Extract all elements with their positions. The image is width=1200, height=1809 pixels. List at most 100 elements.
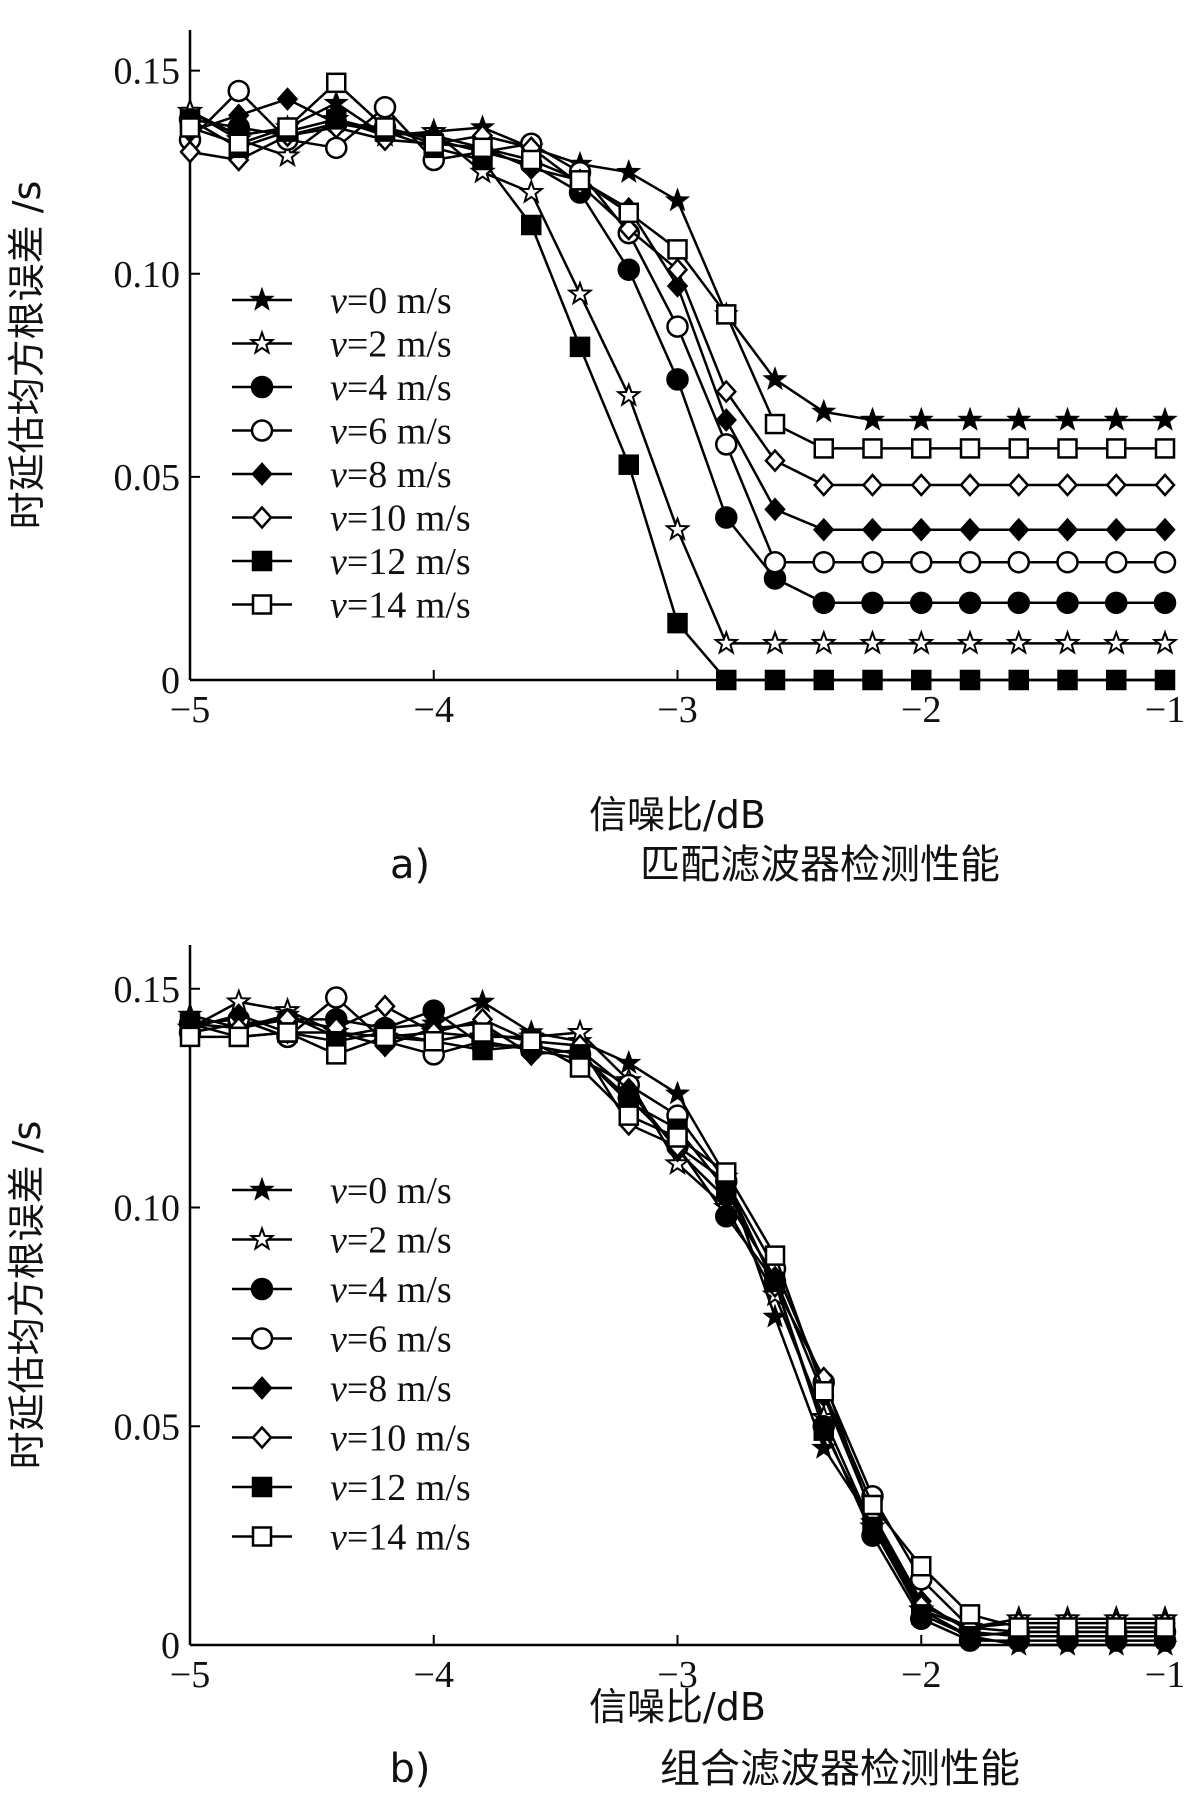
- chart-a-data-point: [1008, 438, 1029, 459]
- chart-b-data-point: [277, 1022, 298, 1043]
- chart-a-data-point: [1008, 669, 1029, 691]
- chart-b-data-point: [326, 1044, 347, 1065]
- chart-a-x-tick-label: −1: [1145, 689, 1185, 731]
- legend-label: v=12 m/s: [330, 541, 471, 583]
- chart-b-data-point: [862, 1516, 883, 1538]
- chart-a-data-point: [910, 591, 933, 615]
- chart-a-data-point: [1056, 591, 1079, 615]
- chart-a-data-point: [664, 187, 691, 212]
- chart-a-data-point: [276, 87, 299, 111]
- chart-a-data-point: [615, 381, 643, 407]
- chart-a-data-point: [1056, 517, 1079, 542]
- chart-a-data-point: [715, 379, 737, 404]
- chart-a-data-point: [521, 149, 542, 171]
- chart-b-data-point: [667, 1127, 688, 1148]
- legend-label: v=8 m/s: [330, 1368, 452, 1410]
- chart-a-data-point: [1153, 550, 1177, 574]
- chart-b-x-tick-label: −1: [1145, 1654, 1185, 1696]
- legend-marker: [251, 1376, 273, 1400]
- chart-a-data-point: [1005, 629, 1033, 655]
- chart-a-data-point: [764, 448, 786, 473]
- chart-a-data-point: [764, 413, 786, 435]
- chart-a-data-point: [910, 517, 932, 542]
- legend-label-symbol: v: [330, 1220, 347, 1262]
- chart-b-data-point: [1106, 1617, 1127, 1638]
- legend-label-value: =12 m/s: [347, 541, 471, 583]
- legend-marker: [251, 1425, 273, 1450]
- chart-a-data-point: [1154, 473, 1176, 497]
- chart-a-data-point: [569, 170, 591, 191]
- chart-a-data-point: [423, 133, 444, 154]
- chart-a-data-point: [618, 454, 639, 475]
- legend-marker: [250, 1277, 274, 1301]
- chart-a-data-point: [1152, 406, 1178, 431]
- chart-a-data-point: [959, 517, 981, 542]
- chart-a-data-point: [228, 103, 250, 128]
- chart-a-data-point: [957, 406, 983, 431]
- chart-a-data-point: [1008, 473, 1030, 497]
- chart-a-data-point: [764, 497, 786, 522]
- legend-label-symbol: v: [330, 411, 347, 453]
- chart-a-data-point: [1106, 669, 1127, 691]
- chart-b-data-point: [325, 986, 348, 1009]
- chart-a-data-point: [861, 517, 884, 542]
- chart-a-data-point: [1006, 406, 1032, 431]
- chart-a-data-point: [859, 629, 886, 655]
- chart-b-x-tick-label: −4: [414, 1654, 454, 1696]
- chart-b-data-point: [569, 1057, 591, 1078]
- chart-a-data-point: [861, 591, 884, 615]
- chart-a-x-tick-label: −3: [657, 689, 697, 731]
- legend-marker: [251, 550, 273, 572]
- chart-a-data-point: [618, 217, 640, 241]
- legend-label: v=10 m/s: [330, 498, 471, 540]
- chart-a-data-point: [762, 366, 788, 391]
- chart-b-data-point: [764, 1245, 786, 1266]
- chart-a-legend: v=0 m/sv=2 m/sv=4 m/sv=6 m/sv=8 m/sv=10 …: [232, 280, 471, 627]
- chart-b-data-point: [472, 1022, 493, 1043]
- chart-b-data-point: [228, 1026, 249, 1048]
- chart-a-data-point: [959, 438, 981, 459]
- legend-label-symbol: v: [330, 367, 347, 409]
- legend-label-value: =8 m/s: [347, 454, 452, 496]
- chart-a-data-point: [715, 433, 738, 456]
- legend-label-symbol: v: [330, 1319, 347, 1361]
- chart-a-data-point: [667, 239, 688, 260]
- chart-a-data-point: [910, 550, 933, 574]
- chart-a-data-point: [956, 629, 984, 655]
- legend-label-value: =10 m/s: [347, 1418, 471, 1460]
- legend-label-value: =0 m/s: [347, 280, 452, 322]
- chart-a-data-point: [227, 79, 250, 103]
- legend-label-symbol: v: [330, 324, 347, 366]
- chart-a-data-point: [472, 137, 493, 159]
- legend-label-symbol: v: [330, 498, 347, 540]
- chart-a-y-tick-label: 0.10: [114, 254, 181, 296]
- legend-label-symbol: v: [330, 1467, 347, 1509]
- chart-a-data-point: [664, 515, 691, 541]
- chart-a-data-point: [1057, 438, 1078, 459]
- chart-a-data-point: [908, 406, 934, 431]
- chart-a-data-point: [959, 669, 981, 691]
- chart-a-data-point: [810, 629, 838, 655]
- chart-a-data-point: [1154, 517, 1176, 542]
- chart-a-axes: −5 −4 −3 −2 −1 0 0.05 0.10 0.15: [114, 30, 1185, 731]
- chart-a-data-point: [277, 117, 298, 138]
- chart-a-data-point: [566, 280, 594, 306]
- chart-a-y-tick-label: 0: [161, 660, 180, 702]
- chart-b-x-tick-label: −3: [657, 1654, 697, 1696]
- chart-a-data-point: [911, 669, 932, 691]
- chart-a-data-point: [1056, 550, 1079, 574]
- chart-a-data-point: [1151, 629, 1179, 655]
- chart-a-data-point: [666, 257, 689, 282]
- chart-b-ylabel: 时延估均方根误差 /s: [5, 1121, 49, 1470]
- chart-a-data-point: [811, 398, 837, 423]
- chart-a-data-point: [373, 95, 397, 119]
- legend-marker: [250, 1327, 274, 1350]
- chart-b-data-point: [911, 1556, 932, 1577]
- chart-a-data-point: [715, 408, 737, 432]
- legend-label-symbol: v: [330, 1269, 347, 1311]
- legend-label-symbol: v: [330, 1418, 347, 1460]
- legend-marker: [249, 286, 275, 311]
- chart-a-data-point: [228, 133, 249, 154]
- legend-label-symbol: v: [330, 1368, 347, 1410]
- legend-label: v=14 m/s: [330, 585, 471, 627]
